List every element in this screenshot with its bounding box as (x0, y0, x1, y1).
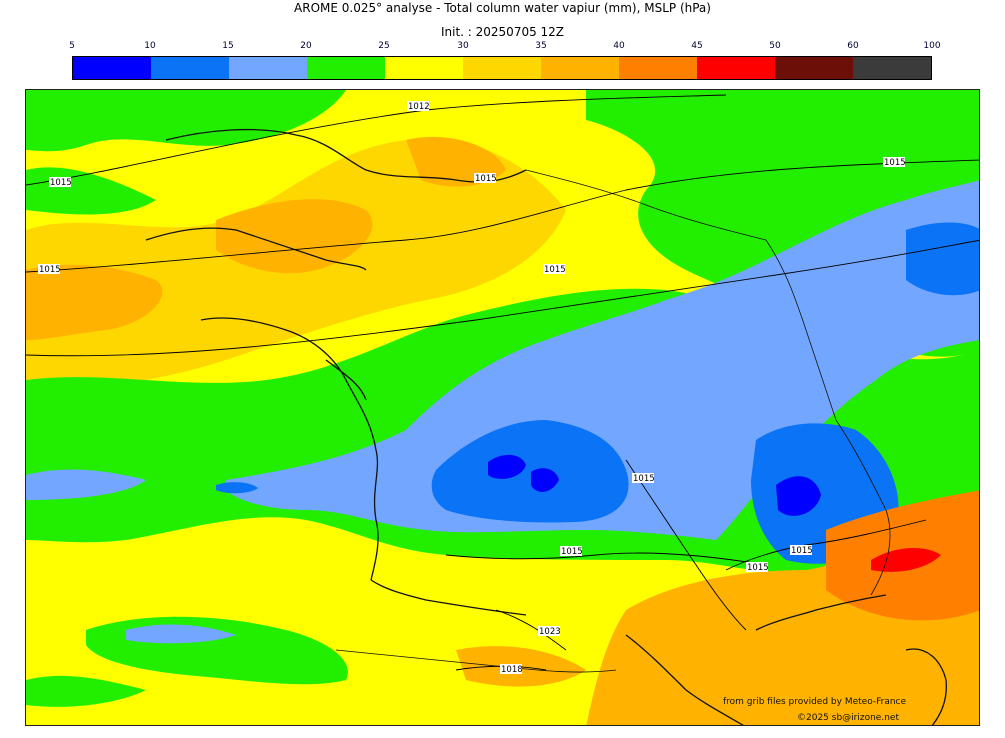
isobar-label: 1015 (544, 265, 566, 275)
isobar-label: 1015 (39, 265, 61, 275)
legend-tick: 5 (69, 41, 75, 51)
colorbar-swatch (229, 57, 307, 79)
field-35-40 (26, 264, 163, 340)
legend-tick: 100 (923, 41, 941, 51)
data-source-credit: from grib files provided by Meteo-France (723, 697, 907, 707)
field-20-25 (26, 675, 146, 707)
field-15-20 (126, 624, 236, 644)
legend-tick: 10 (144, 41, 156, 51)
legend-tick: 60 (847, 41, 859, 51)
legend-tick: 40 (613, 41, 625, 51)
copyright-credit: ©2025 sb@irizone.net (797, 713, 899, 723)
isobar-label-box (560, 546, 582, 556)
map-panel: 1012 1015 1015 1015 1015 1015 1015 1015 … (25, 89, 980, 726)
chart-title: AROME 0.025° analyse - Total column wate… (294, 1, 711, 15)
field-10-15 (906, 222, 979, 296)
field-15-20 (26, 469, 146, 500)
field-10-15 (216, 482, 258, 494)
colorbar-legend: 5 10 15 20 25 30 35 40 45 50 60 100 (69, 41, 941, 81)
isobar-label: 1015 (747, 563, 769, 573)
init-time: Init. : 20250705 12Z (440, 25, 565, 39)
isobars (26, 94, 979, 671)
colorbar-swatch (775, 57, 853, 79)
isobar-label-box (49, 177, 71, 187)
legend-tick: 35 (535, 41, 547, 51)
isobar-label-box (746, 562, 768, 572)
colorbar-swatch (541, 57, 619, 79)
colorbar-swatch (385, 57, 463, 79)
legend-tick: 50 (769, 41, 781, 51)
field-5-10 (531, 468, 559, 492)
field-45-50 (871, 548, 941, 572)
colorbar-swatch (73, 57, 151, 79)
field-5-10 (488, 454, 526, 479)
legend-tick: 30 (457, 41, 469, 51)
isobar-label: 1015 (561, 547, 583, 557)
legend-tick: 25 (378, 41, 390, 51)
colorbar (72, 56, 932, 80)
coastlines (145, 128, 947, 725)
isobar-label: 1023 (539, 627, 561, 637)
field-10-15 (431, 420, 629, 523)
colorbar-swatch (853, 57, 931, 79)
field-35-40 (216, 199, 373, 274)
colorbar-swatch (463, 57, 541, 79)
isobar-label-box (543, 264, 565, 274)
colorbar-swatch (151, 57, 229, 79)
isobar-label: 1015 (50, 178, 72, 188)
colorbar-swatch (697, 57, 775, 79)
isobar-label: 1012 (408, 102, 430, 112)
field-20-25 (26, 90, 346, 152)
water-vapour-map: 1012 1015 1015 1015 1015 1015 1015 1015 … (26, 90, 979, 725)
legend-tick: 45 (691, 41, 703, 51)
isobar-label: 1015 (633, 474, 655, 484)
isobar-label-box (883, 157, 905, 167)
isobar-label-box (500, 664, 522, 674)
legend-tick: 15 (222, 41, 234, 51)
colorbar-swatch (307, 57, 385, 79)
colorbar-swatch (619, 57, 697, 79)
legend-tick: 20 (300, 41, 312, 51)
isobar-label-box (474, 173, 496, 183)
isobar-label-box (407, 101, 429, 111)
isobar-label-box (538, 626, 560, 636)
isobar-label: 1018 (501, 665, 523, 675)
field-5-10 (776, 476, 821, 516)
isobar-label: 1015 (791, 546, 813, 556)
isobar-labels: 1012 1015 1015 1015 1015 1015 1015 1015 … (38, 101, 906, 675)
isobar-label-box (790, 545, 812, 555)
isobar-label: 1015 (884, 158, 906, 168)
isobar-label-box (38, 264, 60, 274)
isobar-label-box (632, 473, 654, 483)
isobar-label: 1015 (475, 174, 497, 184)
country-borders (335, 169, 891, 673)
